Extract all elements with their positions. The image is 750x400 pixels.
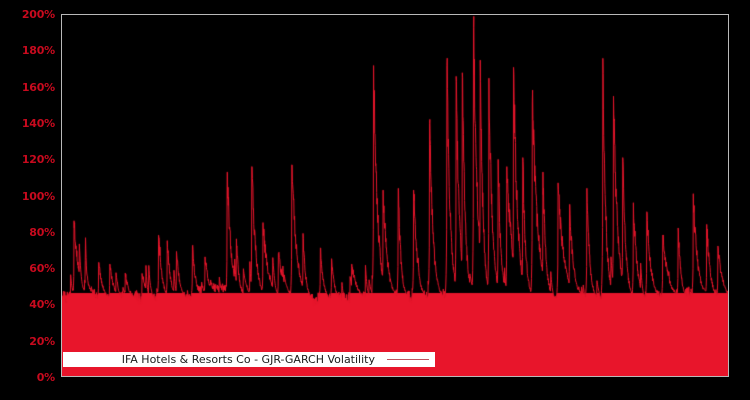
y-tick-label-180: 180% (21, 44, 55, 58)
y-tick-label-0: 0% (36, 371, 55, 384)
y-tick-label-40: 40% (29, 298, 55, 312)
y-tick-label-20: 20% (29, 334, 55, 348)
legend-line-swatch (387, 359, 429, 360)
y-tick-label-80: 80% (29, 225, 55, 239)
legend-label: IFA Hotels & Resorts Co - GJR-GARCH Vola… (121, 353, 375, 366)
y-tick-label-60: 60% (29, 262, 55, 276)
plot-area (61, 14, 729, 377)
volatility-series-canvas (62, 15, 728, 376)
chart-legend[interactable]: IFA Hotels & Resorts Co - GJR-GARCH Vola… (63, 352, 435, 367)
y-tick-label-100: 100% (21, 189, 55, 203)
y-tick-label-120: 120% (21, 153, 55, 167)
y-tick-label-140: 140% (21, 116, 55, 130)
y-tick-label-160: 160% (21, 80, 55, 94)
y-tick-label-200: 200% (21, 8, 55, 21)
